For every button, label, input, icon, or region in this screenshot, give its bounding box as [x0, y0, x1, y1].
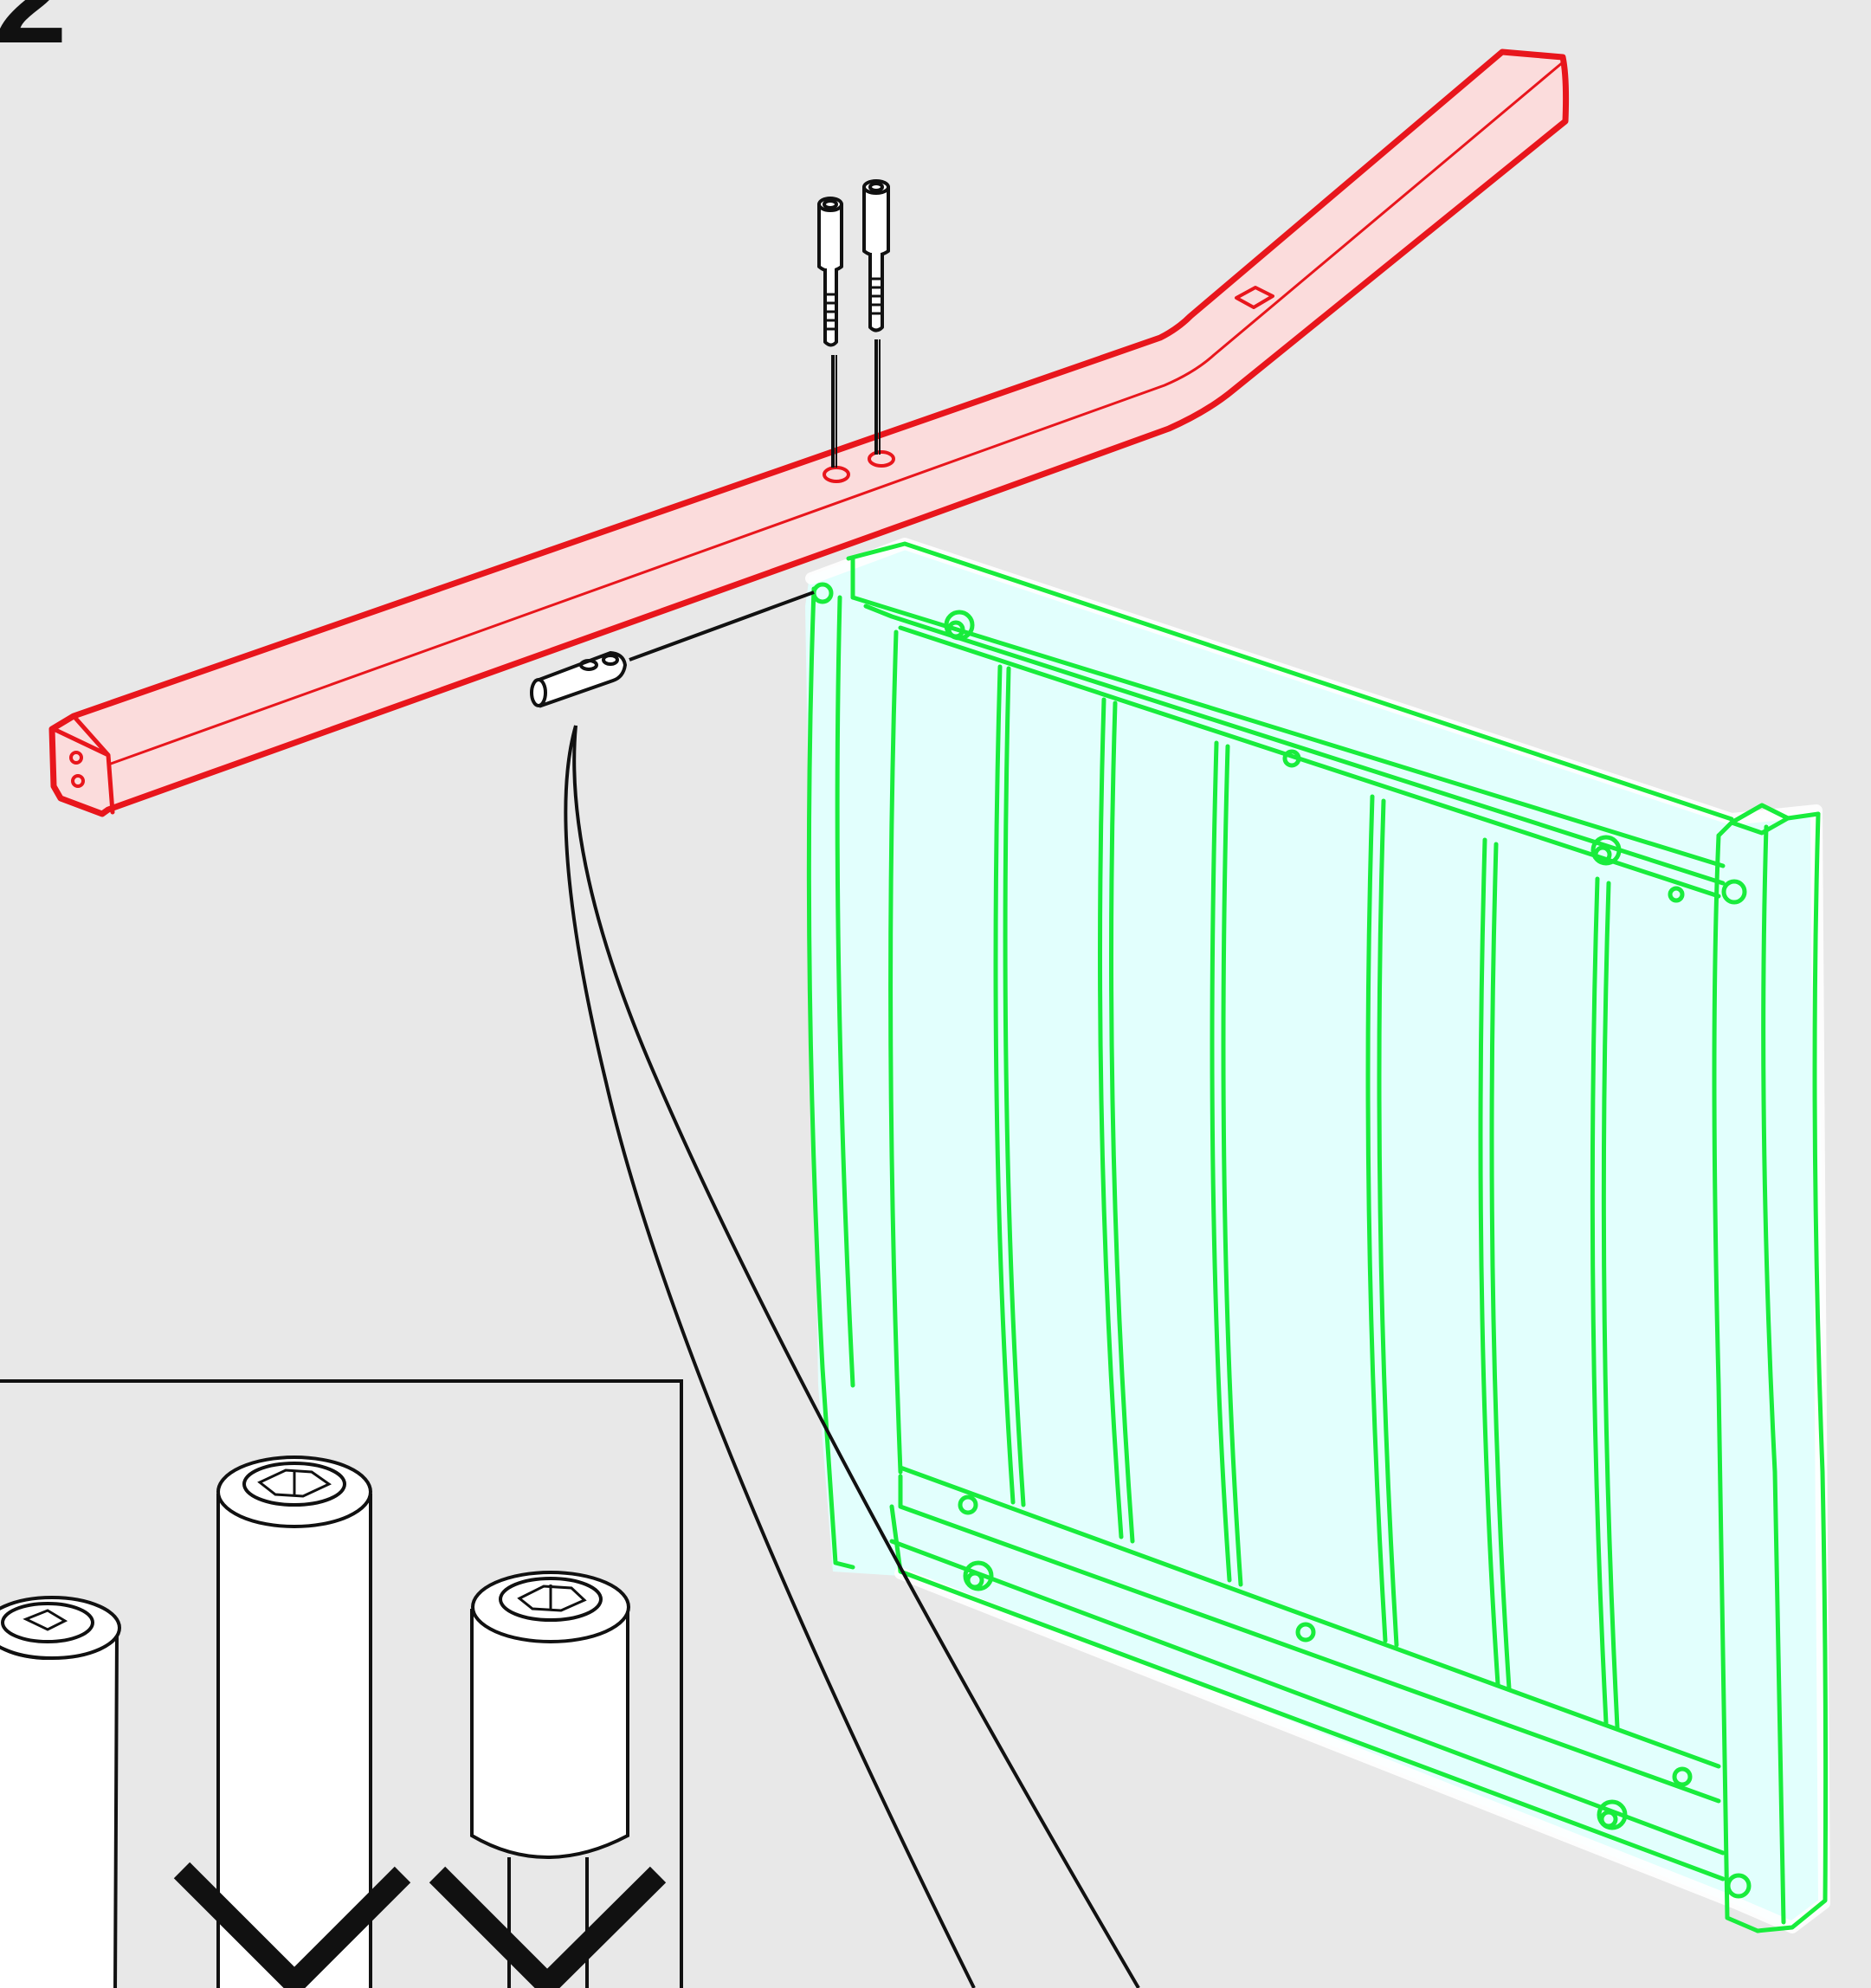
hole-4 [1668, 886, 1685, 903]
hole-6 [958, 1494, 978, 1515]
hole-1-in [946, 620, 965, 639]
hole-7 [963, 1560, 994, 1591]
slat-3a [1098, 697, 1124, 1539]
detail-callout-right [572, 725, 1140, 1988]
detail-callout-left [564, 725, 976, 1988]
slat-6a [1478, 837, 1500, 1687]
hole-11 [1726, 1873, 1752, 1899]
right-post-inner [1761, 824, 1786, 1925]
bottom-rail-top-2 [898, 1474, 1721, 1804]
hole-10-in [1599, 1810, 1618, 1829]
slat-3b [1109, 700, 1135, 1544]
top-rail-square-hole [1235, 286, 1274, 309]
hole-7-in [965, 1571, 984, 1590]
cross-dowel [530, 650, 628, 708]
top-rail-end-cap [51, 713, 115, 815]
slat-7a [1590, 876, 1609, 1726]
dowel-guide-line [629, 591, 815, 662]
backrest-top-rail-front [850, 595, 1726, 868]
left-post [806, 586, 855, 1570]
bolt-2 [862, 179, 890, 455]
hole-9 [1672, 1766, 1693, 1787]
step-number: 2 [0, 0, 67, 62]
slat-4a [1210, 740, 1232, 1583]
hole-10 [1597, 1799, 1628, 1830]
check-icon [173, 1862, 411, 1988]
inset-bolt-left [0, 1596, 121, 1988]
backrest-top-groove-2 [898, 625, 1721, 899]
hole-2 [1590, 835, 1622, 866]
hole-2-in [1593, 845, 1612, 864]
top-rail-upper-edge [109, 61, 1565, 765]
bottom-rail-lower [889, 1539, 1726, 1856]
end-hole-2 [71, 774, 85, 788]
check-icon [429, 1866, 667, 1988]
left-post-inner [835, 595, 855, 1388]
end-hole-1 [69, 751, 83, 765]
right-post-left [1712, 833, 1760, 1933]
hole-5 [1721, 879, 1747, 905]
inset-bolt-middle [216, 1456, 372, 1988]
hole-8 [1295, 1622, 1316, 1643]
slat-2a [993, 664, 1016, 1505]
hole-3 [1282, 749, 1301, 768]
slat-1 [888, 629, 903, 1475]
bolt-1 [817, 197, 843, 468]
slat-6b [1489, 842, 1512, 1691]
backrest-top-groove [863, 604, 1726, 886]
right-post-top [1729, 803, 1790, 836]
backrest-fill [805, 541, 1827, 1931]
backrest-panel [805, 538, 1830, 1933]
top-rail-body [48, 48, 1570, 817]
bolts [817, 179, 890, 468]
inset-bolt-right [470, 1571, 630, 1988]
backrest-top-rail [846, 541, 1734, 822]
hole-1 [944, 610, 975, 641]
slat-4b [1221, 744, 1243, 1587]
detail-inset [0, 1379, 683, 1988]
guide-lines [564, 591, 1140, 1988]
top-rail [48, 48, 1570, 817]
slat-2b [1003, 666, 1026, 1507]
bottom-rail-front [889, 1504, 1726, 1882]
bottom-rail-top [898, 1465, 1721, 1769]
slat-5a [1365, 794, 1388, 1643]
right-post-right [1755, 811, 1829, 1933]
slat-5b [1377, 798, 1399, 1648]
slat-7b [1601, 881, 1620, 1730]
bolt-hole-2 [868, 450, 895, 468]
